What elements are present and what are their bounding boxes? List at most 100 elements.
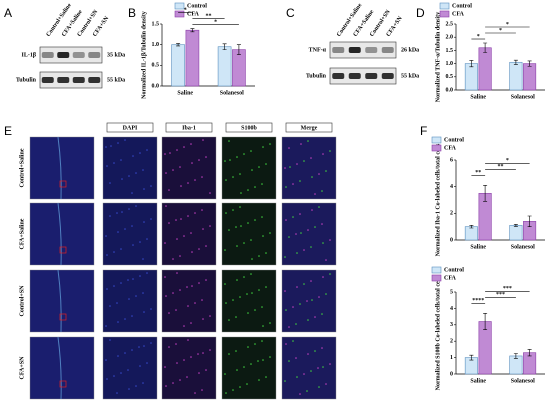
cell-dot xyxy=(292,340,294,342)
cell-dot xyxy=(236,279,238,281)
cell-dot xyxy=(288,360,290,362)
cell-dot xyxy=(306,300,308,302)
protein-label: Tubulin xyxy=(16,77,37,83)
bar xyxy=(509,225,523,241)
cell-dot xyxy=(228,319,230,321)
cell-dot xyxy=(257,360,259,362)
y-tick-label: 1.5 xyxy=(152,21,160,27)
cell-dot xyxy=(285,186,287,188)
x-tick-label: Saline xyxy=(470,378,486,384)
micrograph xyxy=(281,336,337,400)
error-bar xyxy=(190,28,195,33)
column-header: S100b xyxy=(241,125,257,131)
y-tick-label: 1 xyxy=(450,355,453,361)
y-tick-label: 2.5 xyxy=(446,21,454,27)
cell-dot xyxy=(132,278,134,280)
tissue-outline xyxy=(57,136,62,200)
cell-dot xyxy=(310,280,312,282)
significance-label: * xyxy=(214,19,217,25)
panel-letter: D xyxy=(416,6,425,20)
micrograph xyxy=(29,136,95,200)
cell-dot xyxy=(202,228,204,230)
cell-dot xyxy=(303,249,305,251)
micrograph xyxy=(161,269,217,333)
cell-dot xyxy=(236,156,238,158)
cell-dot xyxy=(139,241,141,243)
cell-dot xyxy=(183,146,185,148)
cell-dot xyxy=(124,318,126,320)
cell-dot xyxy=(135,205,137,207)
cell-dot xyxy=(239,173,241,175)
cell-dot xyxy=(311,299,313,301)
cell-dot xyxy=(265,252,267,254)
legend-label: CFA xyxy=(452,11,465,17)
cell-dot xyxy=(299,213,301,215)
cell-dot xyxy=(139,275,141,277)
cell-dot xyxy=(251,292,253,294)
cell-dot xyxy=(175,219,177,221)
cell-dot xyxy=(300,232,302,234)
cell-dot xyxy=(265,376,267,378)
significance-label: * xyxy=(499,28,502,34)
cell-dot xyxy=(229,159,231,161)
column-header-box xyxy=(225,122,273,133)
y-tick-label: 3 xyxy=(450,322,453,328)
cell-dot xyxy=(168,312,170,314)
cell-dot xyxy=(262,235,264,237)
cell-dot xyxy=(142,169,144,171)
cell-dot xyxy=(295,233,297,235)
cell-dot xyxy=(284,380,286,382)
cell-dot xyxy=(128,175,130,177)
significance-label: * xyxy=(184,7,187,13)
error-bar xyxy=(236,44,241,55)
cell-dot xyxy=(243,153,245,155)
blot-band-frame xyxy=(39,46,103,64)
cell-dot xyxy=(285,343,287,345)
error-bar xyxy=(513,223,518,227)
cell-dot xyxy=(254,343,256,345)
micrograph xyxy=(102,269,158,333)
significance-label: ** xyxy=(475,170,481,176)
micrograph xyxy=(29,336,95,400)
cell-dot xyxy=(143,311,145,313)
legend-label: Control xyxy=(444,267,464,273)
cell-dot xyxy=(329,239,331,241)
blot-band xyxy=(332,47,345,53)
x-tick-label: Solanesol xyxy=(511,244,535,250)
bar xyxy=(171,44,185,87)
size-label: 35 kDa xyxy=(107,52,125,58)
legend-label: CFA xyxy=(187,11,200,17)
y-tick-label: 1.0 xyxy=(446,61,454,67)
cell-dot xyxy=(224,283,226,285)
cell-dot xyxy=(150,308,152,310)
y-tick-label: 1.5 xyxy=(446,48,454,54)
cell-dot xyxy=(142,258,144,260)
cell-dot xyxy=(194,212,196,214)
cell-dot xyxy=(105,325,107,327)
cell-dot xyxy=(225,302,227,304)
cell-dot xyxy=(120,159,122,161)
significance-label: * xyxy=(506,22,509,28)
cell-dot xyxy=(225,392,227,394)
cell-dot xyxy=(318,206,320,208)
cell-dot xyxy=(201,176,203,178)
cell-dot xyxy=(117,355,119,357)
x-tick-label: Solanesol xyxy=(220,90,244,96)
cell-dot xyxy=(209,349,211,351)
cell-dot xyxy=(321,347,323,349)
cell-dot xyxy=(240,225,242,227)
cell-dot xyxy=(261,216,263,218)
y-tick-label: 4 xyxy=(450,184,453,190)
cell-dot xyxy=(165,205,167,207)
cell-dot xyxy=(205,369,207,371)
bar xyxy=(185,29,200,87)
blot-band xyxy=(72,77,85,83)
protein-label: TNF-α xyxy=(309,47,327,53)
legend-swatch xyxy=(439,2,450,10)
cell-dot xyxy=(164,153,166,155)
legend-label: CFA xyxy=(444,145,457,151)
cell-dot xyxy=(285,219,287,221)
cell-dot xyxy=(299,180,301,182)
blot-band-frame xyxy=(39,71,103,89)
x-tick-label: Solanesol xyxy=(511,94,535,100)
